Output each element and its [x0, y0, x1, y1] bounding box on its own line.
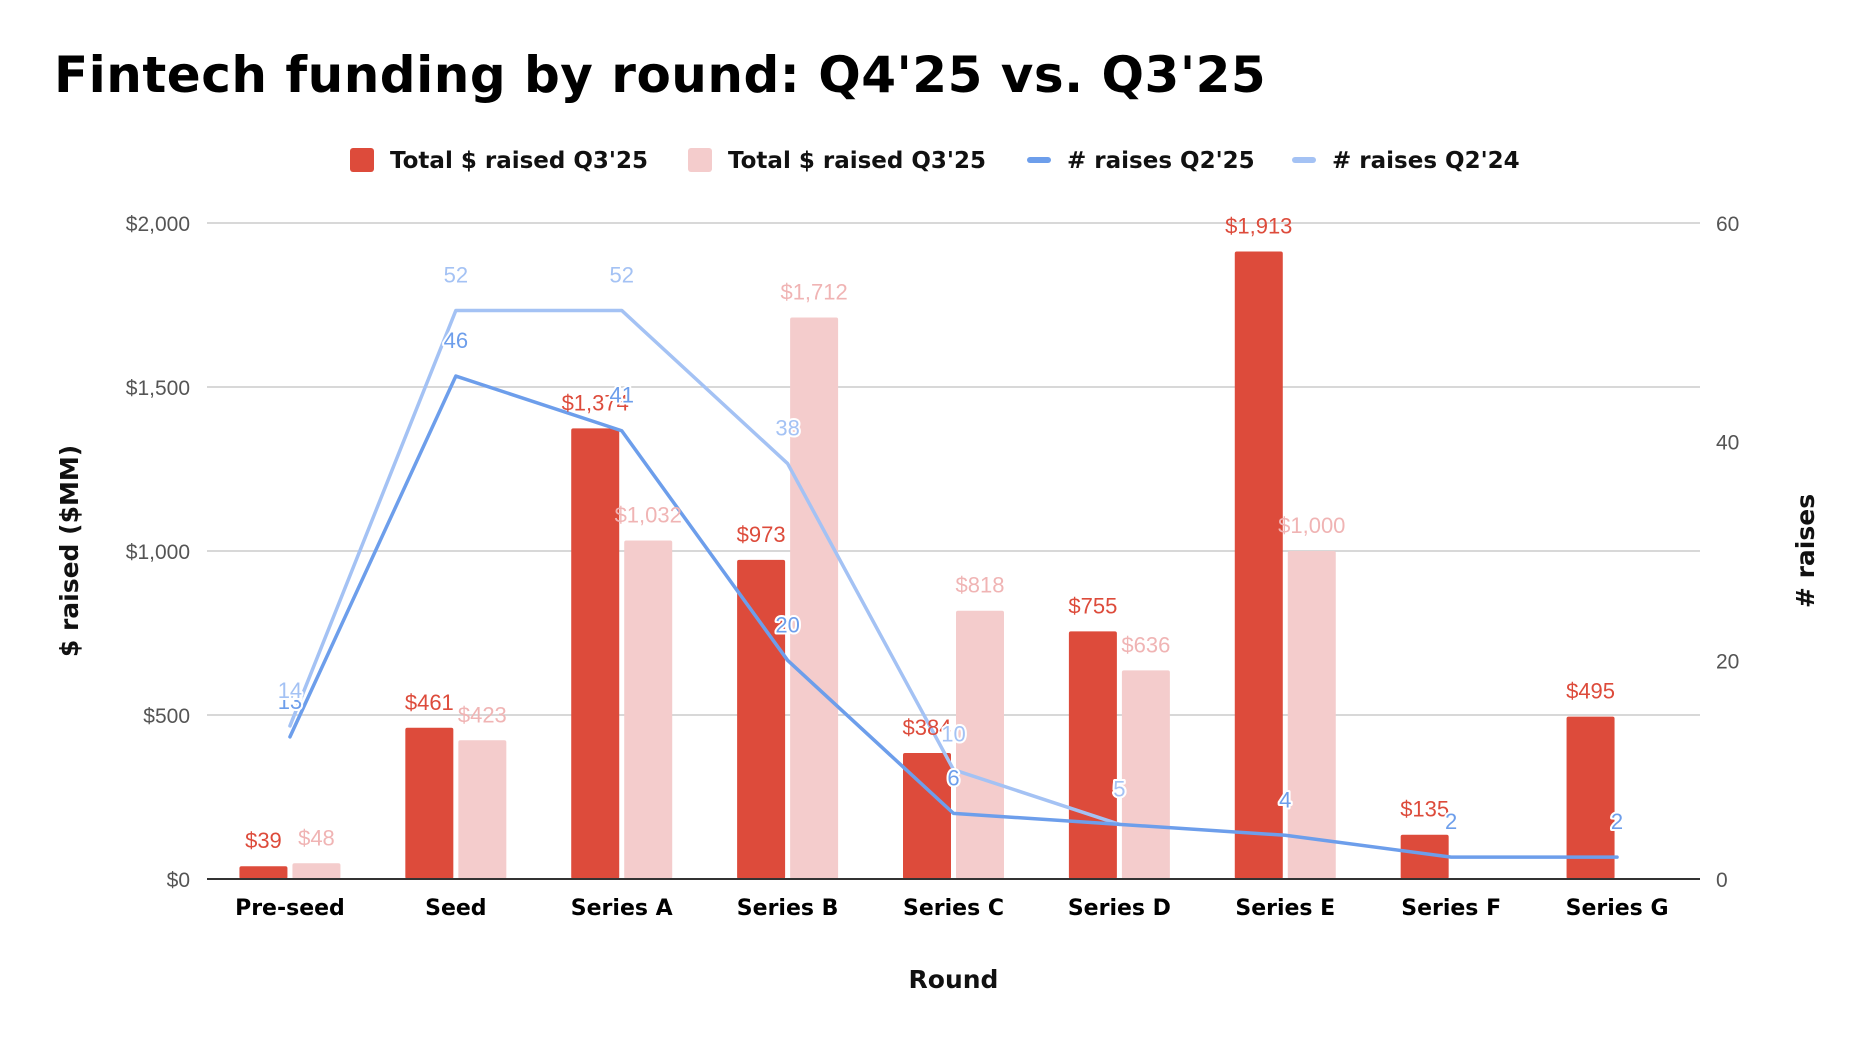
bar-value-label: $495 [1566, 679, 1615, 704]
y-axis-left-title: $ raised ($MM) [55, 445, 84, 657]
line-value-label: 41 [609, 383, 633, 408]
line-value-label: 20 [775, 612, 799, 637]
y-tick-label: $500 [143, 705, 190, 728]
x-tick-label-series-e: Series E [1235, 896, 1335, 921]
line-raises-q2-24-3 [288, 308, 1122, 827]
y2-tick-label: 20 [1716, 650, 1739, 673]
line-value-label: 38 [775, 416, 799, 441]
gridlines [207, 222, 1700, 716]
bar-series-a-series-2 [624, 540, 673, 879]
y-tick-label: $1,500 [126, 377, 190, 400]
bar-value-label: $461 [405, 690, 454, 715]
bar-value-label: $135 [1400, 797, 1449, 822]
y2-tick-label: 0 [1716, 869, 1728, 892]
bar-series-f-series-1 [1400, 834, 1449, 879]
x-tick-label-series-c: Series C [903, 896, 1004, 921]
chart-title: Fintech funding by round: Q4'25 vs. Q3'2… [54, 46, 1267, 104]
legend-swatch-bar-2 [688, 148, 712, 172]
x-tick-label-series-a: Series A [571, 896, 673, 921]
bar-value-label: $1,712 [780, 279, 847, 304]
bar-series-a-series-1 [571, 428, 620, 879]
bar-series-d-series-2 [1121, 670, 1170, 879]
legend-swatch-bar-1 [350, 148, 374, 172]
x-tick-label-pre-seed: Pre-seed [235, 896, 345, 921]
legend-swatch-line-3 [1027, 157, 1051, 163]
bar-pre-seed-series-1 [239, 866, 288, 879]
legend-swatch-line-4 [1292, 157, 1316, 163]
bar-value-label: $1,913 [1225, 214, 1292, 239]
series-lines [288, 308, 1619, 859]
bar-series-b-series-2 [790, 317, 839, 879]
bar-series-c-series-1 [903, 753, 951, 879]
x-tick-label-seed: Seed [425, 896, 486, 921]
y2-tick-label: 60 [1716, 213, 1739, 236]
bar-value-label: $636 [1121, 632, 1170, 657]
x-axis-title: Round [909, 965, 999, 994]
line-raises-q2-25-2 [288, 374, 1619, 859]
legend-label-4: # raises Q2'24 [1332, 148, 1520, 174]
bar-series-e-series-2 [1287, 551, 1336, 879]
y-tick-label: $2,000 [126, 213, 190, 236]
y-tick-label: $1,000 [126, 541, 190, 564]
bar-series-e-series-1 [1234, 251, 1283, 879]
bar-value-label: $423 [458, 702, 507, 727]
bar-data-labels: $39 $461 $1,374 $973 $384 $755 $1,913 $135 $495 $… [245, 214, 1615, 854]
line-value-label: 2 [1445, 809, 1457, 834]
legend-label-2: Total $ raised Q3'25 [728, 148, 986, 174]
x-tick-label-series-b: Series B [737, 896, 839, 921]
line-value-label: 52 [609, 262, 633, 287]
bar-series-c-series-2 [956, 610, 1004, 879]
legend: Total $ raised Q3'25 Total $ raised Q3'25… [350, 148, 1520, 174]
bar-value-label: $818 [956, 573, 1005, 598]
line-value-label: 52 [444, 262, 468, 287]
y-tick-label: $0 [167, 869, 190, 892]
line-value-label: 5 [1113, 776, 1125, 801]
bar-value-label: $1,374 [562, 390, 629, 415]
y-axis-right-title: # raises [1791, 494, 1820, 608]
bar-value-label: $1,032 [615, 503, 682, 528]
bar-value-label: $755 [1068, 593, 1117, 618]
bar-value-label: $1,000 [1278, 513, 1345, 538]
bar-pre-seed-series-2 [292, 863, 341, 879]
line-value-label: 2 [1611, 809, 1623, 834]
bars [239, 251, 1615, 879]
legend-label-3: # raises Q2'25 [1067, 148, 1255, 174]
y-axis-left-ticks: $0 $500 $1,000 $1,500 $2,000 [126, 213, 190, 892]
line-value-label: 6 [947, 765, 959, 790]
bar-value-label: $39 [245, 828, 282, 853]
line-value-label: 14 [278, 678, 302, 703]
bar-seed-series-1 [405, 727, 454, 879]
x-tick-label-series-f: Series F [1401, 896, 1501, 921]
x-tick-label-series-d: Series D [1068, 896, 1171, 921]
y-axis-right-ticks: 0 20 40 60 [1716, 213, 1739, 892]
bar-value-label: $973 [737, 522, 786, 547]
x-axis-ticks: Pre-seed Seed Series A Series B Series C Seri… [235, 896, 1668, 921]
bar-seed-series-2 [458, 740, 507, 879]
bar-series-g-series-1 [1566, 716, 1615, 879]
y2-tick-label: 40 [1716, 432, 1739, 455]
legend-label-1: Total $ raised Q3'25 [390, 148, 648, 174]
line-value-label: 4 [1279, 787, 1291, 812]
line-value-label: 13 [278, 689, 302, 714]
bar-value-label: $384 [903, 715, 952, 740]
line-value-label: 46 [444, 328, 468, 353]
bar-value-label: $48 [298, 825, 335, 850]
line-value-label: 5 [1113, 776, 1125, 801]
bar-series-b-series-1 [737, 559, 786, 879]
x-tick-label-series-g: Series G [1566, 896, 1669, 921]
line-value-label: 10 [941, 722, 965, 747]
bar-series-d-series-1 [1068, 631, 1117, 879]
